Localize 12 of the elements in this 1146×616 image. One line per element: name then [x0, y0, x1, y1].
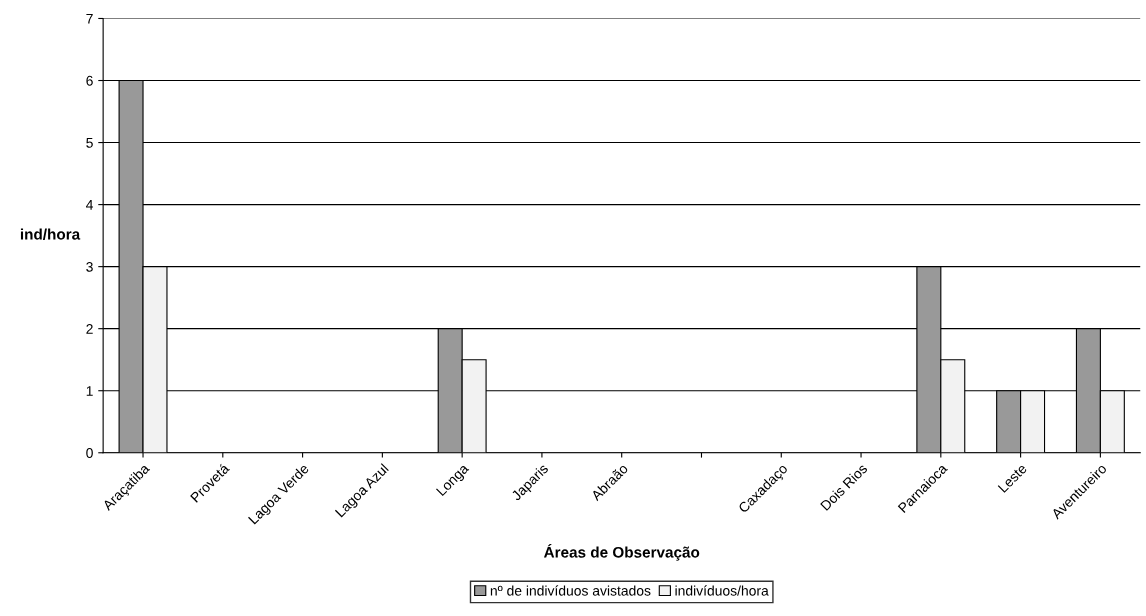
y-axis-title: ind/hora — [20, 228, 81, 240]
y-tick-label: 4 — [86, 200, 94, 210]
legend-label: nº de indivíduos avistados — [490, 585, 651, 596]
y-tick-label: 1 — [86, 386, 93, 396]
y-tick-label: 5 — [86, 138, 93, 148]
y-tick-label: 2 — [86, 324, 93, 334]
y-tick-label: 0 — [86, 448, 93, 458]
y-tick-label: 7 — [86, 13, 93, 24]
y-tick-label: 3 — [86, 261, 93, 272]
y-tick-label: 6 — [86, 75, 93, 86]
x-axis-title: Áreas de Observação — [543, 544, 700, 561]
legend-label: indivíduos/hora — [675, 585, 769, 596]
